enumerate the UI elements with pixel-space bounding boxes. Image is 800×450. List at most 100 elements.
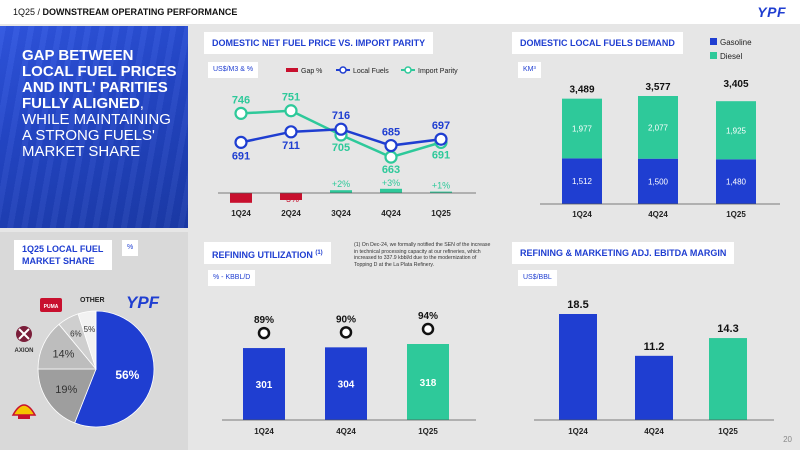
pie-slice xyxy=(37,368,97,424)
gasoline-bar xyxy=(716,159,756,204)
total-label: 3,577 xyxy=(645,82,670,93)
ebitda-bar xyxy=(709,338,747,420)
import-parity-label: 746 xyxy=(232,94,250,106)
chart-title-market-share: 1Q25 LOCAL FUEL MARKET SHARE xyxy=(14,240,112,270)
breadcrumb: 1Q25 / DOWNSTREAM OPERATING PERFORMANCE xyxy=(13,7,237,17)
refining-title-text: REFINING UTILIZATION xyxy=(212,250,313,260)
legend-swatch-diesel xyxy=(710,52,717,59)
gasoline-bar xyxy=(562,158,602,204)
pie-slice-label: 5% xyxy=(84,325,96,334)
pie-slice xyxy=(37,323,97,370)
import-parity-label: 691 xyxy=(432,149,450,161)
ebitda-value-label: 14.3 xyxy=(717,323,738,335)
ypf-logo: YPF xyxy=(757,4,786,20)
chart-title-refining: REFINING UTILIZATION (1) xyxy=(204,242,331,264)
panel-market-share: 1Q25 LOCAL FUEL MARKET SHARE % 56% 19% 14%… xyxy=(0,232,188,450)
chart-fuels-demand: Gasoline Diesel 1,512 1,977 3,489 1Q24 1,500 2,… xyxy=(540,38,780,219)
local-fuels-label: 711 xyxy=(282,140,300,152)
local-fuels-point xyxy=(434,132,448,146)
local-fuels-label: 691 xyxy=(232,150,250,162)
gap-label: +3% xyxy=(382,178,400,188)
hero-rest-text: , WHILE MAINTAINING A STRONG FUELS' MARK… xyxy=(22,95,171,160)
shell-logo-icon xyxy=(11,404,37,416)
chart-title-price-parity: DOMESTIC NET FUEL PRICE VS. IMPORT PARIT… xyxy=(204,32,434,54)
x-tick-label: 4Q24 xyxy=(648,210,668,219)
gasoline-label: 1,480 xyxy=(726,178,747,187)
utilization-label: 90% xyxy=(336,314,356,325)
axion-logo-text: AXION xyxy=(14,348,33,354)
import-parity-point xyxy=(284,104,298,118)
gasoline-label: 1,500 xyxy=(648,177,669,186)
legend-label-gap: Gap % xyxy=(301,68,322,75)
panel-price-parity: DOMESTIC NET FUEL PRICE VS. IMPORT PARIT… xyxy=(196,26,496,228)
unit-fuels-demand: KM³ xyxy=(518,62,541,78)
import-parity-point xyxy=(234,106,248,120)
gasoline-label: 1,512 xyxy=(572,177,593,186)
hero-bold-text: GAP BETWEEN LOCAL FUEL PRICES AND INTL' … xyxy=(22,47,177,112)
other-label: OTHER xyxy=(80,297,105,304)
gasoline-bar xyxy=(638,158,678,204)
axion-logo-mark xyxy=(18,328,30,340)
x-tick-label: 3Q24 xyxy=(331,209,351,218)
refining-value-label: 301 xyxy=(256,380,273,391)
legend-marker-local xyxy=(339,66,347,74)
breadcrumb-section: DOWNSTREAM OPERATING PERFORMANCE xyxy=(42,7,238,17)
pie-slice-label: 56% xyxy=(115,368,139,382)
x-tick-label: 1Q24 xyxy=(572,210,592,219)
gap-bar xyxy=(330,190,352,193)
diesel-label: 1,977 xyxy=(572,125,593,134)
unit-ebitda: US$/BBL xyxy=(518,270,557,286)
diesel-bar xyxy=(638,96,678,159)
breadcrumb-period: 1Q25 xyxy=(13,7,36,17)
chart-price-parity: Gap % Local Fuels Import Parity -7% -5% +2% +3… xyxy=(218,66,476,218)
gap-bar xyxy=(280,193,302,200)
diesel-label: 2,077 xyxy=(648,123,669,132)
x-tick-label: 4Q24 xyxy=(644,427,664,436)
utilization-marker xyxy=(257,326,271,340)
refining-bar xyxy=(407,344,449,420)
x-tick-label: 4Q24 xyxy=(381,209,401,218)
ebitda-value-label: 18.5 xyxy=(567,299,588,311)
x-tick-label: 1Q25 xyxy=(726,210,746,219)
refining-bar xyxy=(325,347,367,420)
puma-logo-text: PUMA xyxy=(44,304,59,310)
panel-ebitda: REFINING & MARKETING ADJ. EBITDA MARGIN … xyxy=(504,232,800,450)
diesel-label: 1,925 xyxy=(726,126,747,135)
local-fuels-label: 697 xyxy=(432,120,450,132)
gap-label: -7% xyxy=(233,194,249,204)
chart-refining: 301 89% 1Q24 304 90% 4Q24 318 94% 1Q25 xyxy=(222,311,476,436)
market-share-title-text: 1Q25 LOCAL FUEL MARKET SHARE xyxy=(22,244,104,266)
chart-title-fuels-demand: DOMESTIC LOCAL FUELS DEMAND xyxy=(512,32,683,54)
local-fuels-point xyxy=(284,125,298,139)
pie-slice-label: 14% xyxy=(52,349,74,361)
refining-value-label: 318 xyxy=(420,378,437,389)
utilization-label: 94% xyxy=(418,311,438,322)
panel-fuels-demand: DOMESTIC LOCAL FUELS DEMAND KM³ Gasoline… xyxy=(504,26,800,228)
x-tick-label: 1Q25 xyxy=(418,427,438,436)
pie-slice-label: 19% xyxy=(55,384,77,396)
x-tick-label: 1Q24 xyxy=(231,209,251,218)
top-bar: 1Q25 / DOWNSTREAM OPERATING PERFORMANCE … xyxy=(0,0,800,24)
gap-bar xyxy=(430,191,452,193)
refining-footnote: (1) On Dec-24, we formally notified the … xyxy=(354,242,491,268)
legend-label-diesel: Diesel xyxy=(720,52,742,61)
hero-photo-overlay xyxy=(0,26,188,228)
x-tick-label: 2Q24 xyxy=(281,209,301,218)
refining-title-note: (1) xyxy=(315,250,323,256)
ebitda-bar xyxy=(559,314,597,420)
import-parity-label: 705 xyxy=(332,142,350,154)
x-tick-label: 1Q25 xyxy=(431,209,451,218)
legend-swatch-gap xyxy=(286,68,298,72)
local-fuels-label: 685 xyxy=(382,127,400,139)
legend-label-local: Local Fuels xyxy=(353,68,389,75)
import-parity-label: 663 xyxy=(382,164,400,176)
ypf-brand-label: YPF xyxy=(126,293,160,312)
local-fuels-point xyxy=(334,122,348,136)
local-fuels-point xyxy=(234,135,248,149)
gap-bar xyxy=(230,193,252,203)
refining-value-label: 304 xyxy=(338,380,355,391)
hero-text: GAP BETWEEN LOCAL FUEL PRICES AND INTL' … xyxy=(22,48,182,160)
pie-slice xyxy=(77,310,97,370)
refining-bar xyxy=(243,348,285,420)
shell-logo-base xyxy=(18,415,30,419)
